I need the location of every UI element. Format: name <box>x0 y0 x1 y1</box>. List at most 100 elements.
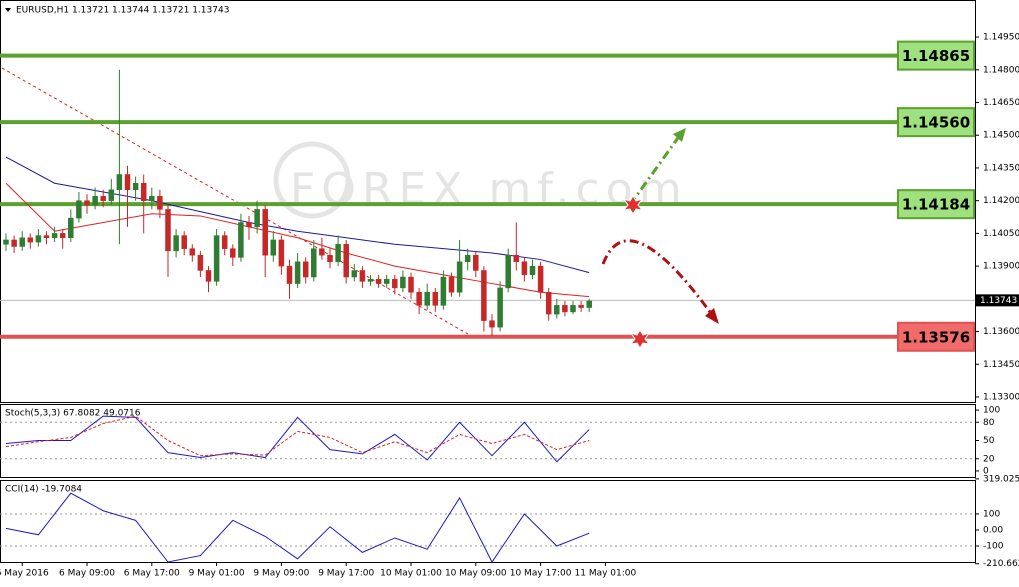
level-label: 1.14865 <box>902 47 970 65</box>
candle-body <box>343 244 349 278</box>
candle-body <box>108 189 115 201</box>
main-panel <box>0 0 976 403</box>
candle-body <box>440 276 447 306</box>
candle-body <box>238 222 244 258</box>
candle-body <box>124 174 131 191</box>
level-box <box>897 107 975 138</box>
candle-body <box>100 196 106 201</box>
x-tick-label: 9 May 17:00 <box>318 569 374 579</box>
current-price-box <box>976 294 1019 307</box>
y-tick-label: 1.13600 <box>983 327 1019 337</box>
y-tick-label: 50 <box>983 436 995 446</box>
candle-body <box>570 305 576 313</box>
candle-body <box>424 292 430 306</box>
candle-body <box>432 292 439 306</box>
candle-body <box>270 239 277 256</box>
y-tick-label: 1.14800 <box>983 65 1019 75</box>
burst <box>629 329 651 349</box>
level-label: 1.14560 <box>902 114 970 132</box>
candle-body <box>319 248 325 256</box>
candle-body <box>327 254 333 262</box>
y-tick-label: 319.0257 <box>983 474 1019 484</box>
candle-body <box>545 292 552 315</box>
candle-body <box>400 276 406 289</box>
stoch-header: Stoch(5,3,3) 67.8082 49.0716 <box>5 409 141 419</box>
cci-header: CCI(14) -19.7084 <box>5 485 82 495</box>
candle-body <box>84 200 90 206</box>
y-tick-label: 1.14350 <box>983 163 1019 173</box>
candle-body <box>286 265 293 284</box>
candle-body <box>92 196 98 206</box>
moving-average <box>5 182 590 298</box>
candle-body <box>230 248 236 258</box>
candle-body <box>213 235 220 282</box>
candle-body <box>351 270 358 278</box>
level-box <box>897 189 975 220</box>
y-tick-label: 20 <box>983 454 995 464</box>
y-tick-label: 1.13900 <box>983 262 1019 272</box>
x-tick-label: 10 May 17:00 <box>510 569 572 579</box>
y-tick-label: 0 <box>983 466 989 476</box>
candle-body <box>254 209 260 228</box>
candle-body <box>505 254 511 289</box>
level-label: 1.14184 <box>902 196 970 214</box>
candle-body <box>521 261 528 276</box>
candle-body <box>165 209 171 252</box>
y-tick-label: 1.14200 <box>983 196 1019 206</box>
candle-body <box>197 254 204 271</box>
candle-body <box>149 196 155 201</box>
candle-body <box>513 254 520 262</box>
y-tick-label: -100 <box>983 541 1004 551</box>
candle-body <box>19 237 25 247</box>
candle-body <box>43 235 50 239</box>
candle-body <box>3 239 9 245</box>
candle-body <box>489 320 495 328</box>
candle-body <box>140 182 147 201</box>
level-box <box>897 40 975 71</box>
x-tick-label: 9 May 01:00 <box>189 569 245 579</box>
y-tick-label: 1.13450 <box>983 360 1019 370</box>
candle-body <box>11 239 17 247</box>
candle-body <box>416 292 422 306</box>
candle-body <box>578 305 584 308</box>
indicator-line <box>5 415 590 457</box>
candle-body <box>205 270 212 282</box>
candle-body <box>59 233 66 239</box>
candle-body <box>375 278 382 284</box>
candle-body <box>586 300 592 308</box>
candle-body <box>27 237 34 243</box>
candle-body <box>554 305 560 315</box>
up-arrow <box>628 134 682 206</box>
candle-body <box>359 270 366 282</box>
candle-body <box>181 235 187 249</box>
candle-body <box>464 254 471 262</box>
candle-body <box>383 278 390 284</box>
candle-body <box>448 276 455 293</box>
candle-body <box>189 248 196 256</box>
candle-body <box>35 235 42 243</box>
candle-body <box>456 261 463 293</box>
menu-arrow <box>5 8 11 12</box>
y-tick-label: 1.14650 <box>983 98 1019 108</box>
candle-body <box>173 235 179 252</box>
indicator-line <box>5 415 590 463</box>
x-tick-label: 10 May 09:00 <box>445 569 507 579</box>
candle-body <box>294 261 301 284</box>
candle-body <box>51 233 58 239</box>
y-tick-label: 1.13300 <box>983 392 1019 402</box>
candle-body <box>116 174 123 191</box>
candle-body <box>302 261 309 278</box>
y-tick-label: 1.14950 <box>983 33 1019 43</box>
candle-body <box>246 222 252 228</box>
candle-body <box>537 265 544 293</box>
burst <box>622 195 644 215</box>
candle-body <box>497 287 503 328</box>
y-tick-label: 100 <box>983 509 1000 519</box>
chart-header: EURUSD,H1 1.13721 1.13744 1.13721 1.1374… <box>16 6 229 16</box>
x-tick-label: 6 May 09:00 <box>59 569 115 579</box>
y-tick-label: 100 <box>983 406 1000 416</box>
x-tick-label: 6 May 2016 <box>0 569 49 579</box>
candle-body <box>392 278 398 289</box>
